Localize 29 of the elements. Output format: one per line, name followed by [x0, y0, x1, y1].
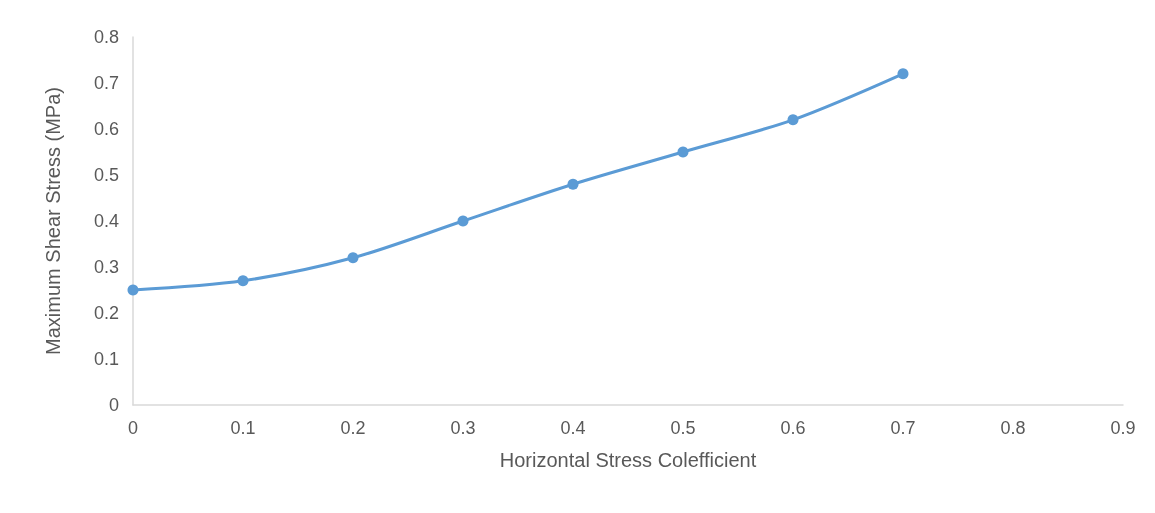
- point: [677, 146, 689, 158]
- x-axis-title: Horizontal Stress Colefficient: [499, 449, 757, 471]
- y-axis-title: Maximum Shear Stress (MPa): [42, 87, 64, 355]
- y-tick-label: 0.2: [93, 303, 119, 323]
- y-tick-label: 0.4: [93, 211, 119, 231]
- x-tick-label: 0.8: [1000, 418, 1026, 438]
- y-tick-label: 0.8: [93, 27, 119, 47]
- point: [347, 252, 359, 264]
- y-tick-label: 0.1: [93, 349, 119, 369]
- x-tick-label: 0.2: [340, 418, 366, 438]
- y-tick-label: 0.5: [93, 165, 119, 185]
- x-tick-label: 0.3: [450, 418, 476, 438]
- x-tick-label: 0.7: [890, 418, 916, 438]
- x-tick-label: 0.5: [670, 418, 696, 438]
- x-tick-label: 0.4: [560, 418, 586, 438]
- x-tick-label: 0: [127, 418, 139, 438]
- x-tick-label: 0.1: [230, 418, 256, 438]
- point: [897, 68, 909, 80]
- y-tick-label: 0: [108, 395, 119, 415]
- x-tick-label: 0.9: [1110, 418, 1136, 438]
- point: [457, 215, 469, 227]
- y-tick-label: 0.7: [93, 73, 119, 93]
- point: [127, 284, 139, 296]
- point: [237, 275, 249, 287]
- point: [787, 114, 799, 126]
- x-tick-label: 0.6: [780, 418, 806, 438]
- y-tick-label: 0.6: [93, 119, 119, 139]
- y-tick-label: 0.3: [93, 257, 119, 277]
- point: [567, 178, 579, 190]
